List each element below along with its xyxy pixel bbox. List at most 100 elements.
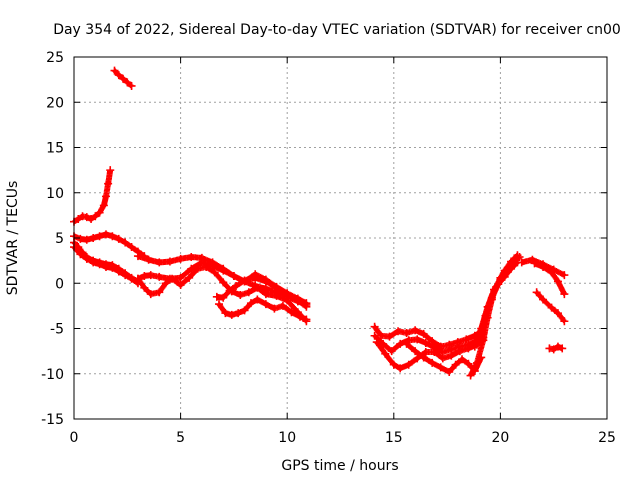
- data-point: [82, 213, 91, 222]
- data-point: [155, 272, 164, 281]
- data-point: [447, 351, 456, 360]
- x-tick-label: 15: [385, 430, 403, 446]
- data-point: [475, 335, 484, 344]
- data-point: [89, 258, 98, 267]
- series-trace: [467, 252, 521, 379]
- y-tick-label: 15: [46, 141, 64, 157]
- data-point: [507, 264, 516, 273]
- y-tick-label: -5: [50, 322, 64, 338]
- data-point: [539, 262, 548, 271]
- data-point: [168, 274, 177, 283]
- data-point: [470, 342, 479, 351]
- series-track-1: [110, 66, 136, 90]
- data-point: [515, 253, 524, 262]
- data-point: [370, 331, 379, 340]
- data-point: [413, 335, 422, 344]
- data-point: [101, 230, 110, 239]
- data-point: [253, 295, 262, 304]
- y-tick-label: 20: [46, 95, 64, 111]
- data-point: [225, 286, 234, 295]
- data-point: [253, 283, 262, 292]
- data-point: [155, 288, 164, 297]
- data-point: [411, 347, 420, 356]
- data-point: [464, 344, 473, 353]
- data-point: [283, 290, 292, 299]
- y-tick-label: 5: [55, 231, 64, 247]
- data-point: [547, 268, 556, 277]
- data-point: [430, 348, 439, 357]
- data-point: [560, 290, 569, 299]
- series-track-15: [466, 251, 522, 380]
- data-point: [146, 290, 155, 299]
- data-point: [246, 299, 255, 308]
- data-point: [394, 327, 403, 336]
- data-point: [221, 309, 230, 318]
- data-point: [387, 347, 396, 356]
- data-point: [438, 354, 447, 363]
- data-point: [272, 291, 281, 300]
- data-point: [558, 344, 567, 353]
- data-point: [466, 371, 475, 380]
- data-point: [372, 338, 381, 347]
- y-axis-label: SDTVAR / TECUs: [5, 181, 21, 296]
- data-point: [462, 335, 471, 344]
- data-point: [487, 293, 496, 302]
- data-point: [553, 342, 562, 351]
- data-point: [278, 301, 287, 310]
- data-point: [404, 360, 413, 369]
- data-point: [202, 262, 211, 271]
- data-point: [106, 166, 115, 175]
- data-point: [127, 243, 136, 252]
- data-point: [244, 288, 253, 297]
- data-point: [445, 340, 454, 349]
- x-axis: 0 5 10 15 20 25: [70, 57, 616, 446]
- series-trace: [476, 259, 521, 343]
- data-point: [421, 338, 430, 347]
- data-point: [114, 71, 123, 80]
- data-point: [549, 345, 558, 354]
- x-tick-label: 25: [598, 430, 616, 446]
- data-point: [99, 201, 108, 210]
- data-point: [236, 291, 245, 300]
- data-point: [144, 255, 153, 264]
- series-track-17: [475, 258, 522, 344]
- data-point: [76, 250, 85, 259]
- data-point: [517, 258, 526, 267]
- data-point: [127, 81, 136, 90]
- data-point: [95, 208, 104, 217]
- data-point: [381, 349, 390, 358]
- data-point: [479, 336, 488, 345]
- series-track-20: [532, 288, 569, 326]
- data-point: [530, 259, 539, 268]
- data-point: [219, 266, 228, 275]
- series-track-11: [370, 322, 486, 351]
- data-point: [212, 292, 221, 301]
- data-point: [114, 234, 123, 243]
- data-point: [451, 360, 460, 369]
- data-point: [560, 271, 569, 280]
- data-point: [101, 262, 110, 271]
- data-point: [91, 212, 100, 221]
- x-tick-label: 20: [491, 430, 509, 446]
- data-point: [185, 273, 194, 282]
- data-point: [240, 276, 249, 285]
- data-point: [428, 358, 437, 367]
- data-point: [165, 257, 174, 266]
- data-point: [553, 277, 562, 286]
- data-point: [108, 263, 117, 272]
- data-point: [293, 296, 302, 305]
- data-point: [302, 315, 311, 324]
- data-point: [481, 311, 490, 320]
- data-point: [370, 322, 379, 331]
- data-point: [193, 264, 202, 273]
- chart-title: Day 354 of 2022, Sidereal Day-to-day VTE…: [53, 22, 621, 38]
- series-track-10: [214, 295, 311, 324]
- data-point: [287, 308, 296, 317]
- data-point: [229, 272, 238, 281]
- x-tick-label: 0: [70, 430, 79, 446]
- data-point: [532, 288, 541, 297]
- data-point: [402, 329, 411, 338]
- data-point: [553, 309, 562, 318]
- data-point: [232, 281, 241, 290]
